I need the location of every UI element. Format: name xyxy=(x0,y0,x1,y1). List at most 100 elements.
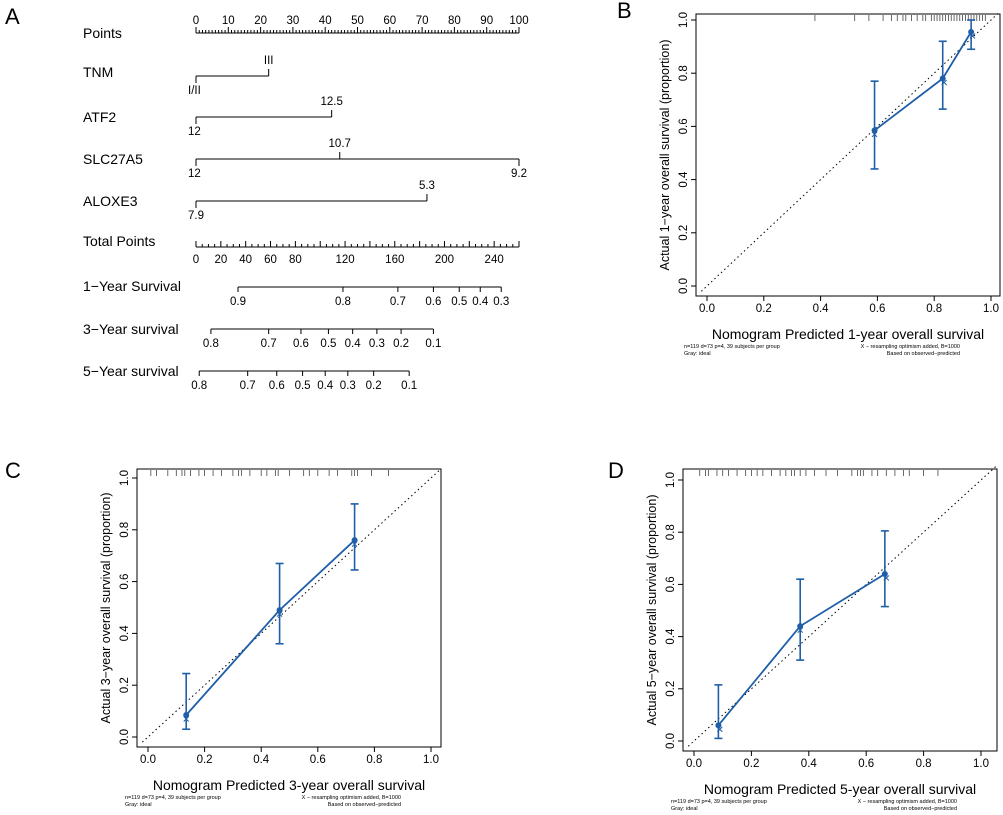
footer-left-text: Gray: ideal xyxy=(684,351,711,357)
corrected-marker xyxy=(351,541,358,548)
ideal-line xyxy=(687,465,998,747)
nomogram-label-survival-1: 1−Year Survival xyxy=(83,278,181,294)
footer-right-text: X − resampling optimism added, B=1000 xyxy=(858,799,957,805)
points-tick-label: 10 xyxy=(222,15,235,27)
points-tick-label: 80 xyxy=(448,15,461,27)
total-points-tick-label: 160 xyxy=(385,254,404,266)
observed-point xyxy=(183,711,190,718)
panel-label-c: C xyxy=(5,458,21,483)
variable-tick-label: 12.5 xyxy=(320,96,342,108)
points-tick-label: 90 xyxy=(480,15,493,27)
variable-tick-label: 10.7 xyxy=(329,138,351,150)
y-tick-label: 0.8 xyxy=(678,65,690,81)
y-tick-label: 0.4 xyxy=(119,625,131,642)
x-tick-label: 0.4 xyxy=(253,754,270,766)
survival-tick-label: 0.4 xyxy=(472,296,489,308)
footer-left-text: n=119 d=73 p=4, 39 subjects per group xyxy=(684,344,780,350)
observed-point xyxy=(715,722,722,729)
points-tick-label: 30 xyxy=(287,15,300,27)
survival-tick-label: 0.5 xyxy=(320,338,336,350)
survival-tick-label: 0.5 xyxy=(451,296,467,308)
y-tick-label: 0.2 xyxy=(665,681,677,697)
survival-tick-label: 0.2 xyxy=(393,338,409,350)
total-points-tick-label: 0 xyxy=(193,254,199,266)
ideal-line xyxy=(700,11,1001,292)
footer-left-text: Gray: ideal xyxy=(671,806,698,812)
calibration-panel-d: D 0.0 0.0 0.2 0.2 0.4 0.4 0.6 0.6 0.8 0.8 1.0 1.0 Nom… xyxy=(608,458,998,812)
y-axis-title: Actual 1−year overall survival (proporti… xyxy=(658,39,672,270)
corrected-marker xyxy=(716,726,723,733)
total-points-tick-label: 60 xyxy=(264,254,277,266)
panel-label-b: B xyxy=(617,0,632,23)
survival-tick-label: 0.8 xyxy=(203,338,219,350)
plot-frame xyxy=(695,13,1001,297)
panel-label-a: A xyxy=(5,4,20,29)
observed-point xyxy=(881,570,888,577)
observed-point xyxy=(939,75,946,82)
survival-tick-label: 0.4 xyxy=(345,338,362,350)
points-tick-label: 0 xyxy=(193,15,199,27)
variable-tick-label: 7.9 xyxy=(188,210,204,222)
x-tick-label: 0.8 xyxy=(366,754,382,766)
survival-tick-label: 0.1 xyxy=(425,338,441,350)
corrected-marker xyxy=(969,33,976,39)
y-tick-label: 0.2 xyxy=(678,225,690,241)
nomogram-label-survival-2: 3−Year survival xyxy=(83,321,179,337)
ideal-line xyxy=(142,468,442,743)
x-tick-label: 0.6 xyxy=(869,303,885,315)
survival-tick-label: 0.3 xyxy=(369,338,385,350)
calibration-line xyxy=(185,539,356,716)
survival-tick-label: 0.8 xyxy=(335,296,351,308)
plot-frame xyxy=(136,468,442,748)
variable-tick-label: 12 xyxy=(188,126,201,138)
y-tick-label: 0.6 xyxy=(678,118,690,134)
survival-tick-label: 0.3 xyxy=(340,380,356,392)
total-points-tick-label: 240 xyxy=(485,254,504,266)
x-tick-label: 1.0 xyxy=(423,754,439,766)
survival-tick-label: 0.9 xyxy=(230,296,246,308)
x-tick-label: 0.8 xyxy=(916,758,932,770)
nomogram-label-slc27a5: SLC27A5 xyxy=(83,151,143,167)
x-tick-label: 0.2 xyxy=(743,758,759,770)
survival-tick-label: 0.6 xyxy=(269,380,285,392)
y-tick-label: 0.4 xyxy=(678,171,690,188)
calibration-panel-c: C 0.0 0.0 0.2 0.2 0.4 0.4 0.6 0.6 0.8 0.8 1.0 1.0 Nom… xyxy=(5,458,442,808)
variable-tick-label: III xyxy=(264,55,274,67)
points-tick-label: 100 xyxy=(509,15,528,27)
y-tick-label: 0.0 xyxy=(665,733,677,749)
observed-point xyxy=(276,607,283,614)
survival-tick-label: 0.2 xyxy=(366,380,382,392)
nomogram-panel: A Points 0 10 20 30 40 50 60 70 80 90 100 TNM I/II III A… xyxy=(5,4,529,392)
y-tick-label: 0.6 xyxy=(665,576,677,592)
corrected-marker xyxy=(276,611,283,617)
observed-point xyxy=(871,127,878,134)
survival-tick-label: 0.8 xyxy=(191,380,207,392)
points-tick-label: 60 xyxy=(383,15,396,27)
footer-right-text: Based on observed−predicted xyxy=(884,806,957,812)
panel-label-d: D xyxy=(608,458,624,483)
y-tick-label: 0.6 xyxy=(119,574,131,590)
variable-tick-label: I/II xyxy=(188,85,201,97)
points-tick-label: 40 xyxy=(319,15,332,27)
survival-tick-label: 0.5 xyxy=(295,380,311,392)
total-points-tick-label: 40 xyxy=(239,254,252,266)
y-tick-label: 0.0 xyxy=(678,278,690,294)
x-axis-title: Nomogram Predicted 3-year overall surviv… xyxy=(153,777,425,793)
footer-right-text: Based on observed−predicted xyxy=(328,802,401,808)
points-tick-label: 50 xyxy=(351,15,364,27)
plot-frame xyxy=(682,468,998,752)
y-tick-label: 0.4 xyxy=(665,628,677,645)
x-tick-label: 0.4 xyxy=(813,303,830,315)
nomogram-label-total-points: Total Points xyxy=(83,233,155,249)
survival-tick-label: 0.6 xyxy=(425,296,441,308)
total-points-tick-label: 200 xyxy=(435,254,454,266)
survival-tick-label: 0.7 xyxy=(261,338,277,350)
total-points-tick-label: 20 xyxy=(214,254,227,266)
survival-tick-label: 0.4 xyxy=(317,380,334,392)
corrected-marker xyxy=(797,627,804,634)
y-tick-label: 1.0 xyxy=(678,12,690,28)
observed-point xyxy=(351,537,358,544)
x-tick-label: 1.0 xyxy=(983,303,999,315)
calibration-panel-b: B 0.0 0.0 0.2 0.2 0.4 0.4 0.6 0.6 0.8 0.8 1.0 1.0 Nom… xyxy=(617,0,1001,357)
variable-tick-label: 9.2 xyxy=(511,168,527,180)
